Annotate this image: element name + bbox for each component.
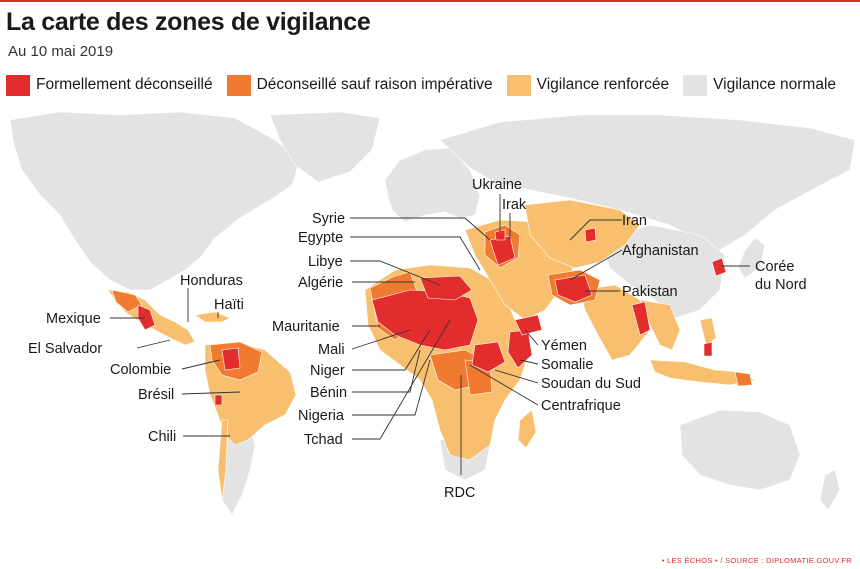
leader-centrafrique <box>469 364 539 406</box>
leader-bresil <box>181 391 241 395</box>
legend-swatch-light-orange <box>506 74 531 96</box>
label-syrie: Syrie <box>312 211 345 227</box>
leader-yemen <box>524 329 539 346</box>
zone-myanmar <box>631 301 651 336</box>
zone-mexico-red <box>137 304 156 331</box>
legend-label: Vigilance renforcée <box>536 76 670 93</box>
legend-item-deconseille: Déconseillé sauf raison impérative <box>226 74 493 96</box>
landmass-greenland <box>269 111 381 183</box>
label-haiti: Haïti <box>214 297 244 313</box>
label-afghanistan: Afghanistan <box>622 243 699 259</box>
label-bresil: Brésil <box>138 387 174 403</box>
zone-philippines-south <box>703 341 713 357</box>
label-yemen: Yémen <box>541 338 587 354</box>
zone-peru <box>214 394 223 406</box>
zone-south-asia <box>579 284 651 361</box>
legend: Formellement déconseillé Déconseillé sau… <box>6 74 850 96</box>
map-subtitle: Au 10 mai 2019 <box>8 43 114 60</box>
label-colombie: Colombie <box>110 362 171 378</box>
landmass-north-america <box>9 111 301 291</box>
zone-yemen <box>514 314 543 336</box>
zone-caribbean <box>194 311 231 323</box>
leader-mali <box>351 329 411 350</box>
label-nigeria: Nigeria <box>298 408 345 424</box>
legend-swatch-grey <box>683 74 708 96</box>
leader-nigeria <box>352 359 431 416</box>
label-pakistan: Pakistan <box>622 284 678 300</box>
landmass-new-zealand <box>819 469 841 511</box>
legend-item-formellement-deconseille: Formellement déconseillé <box>6 74 213 96</box>
legend-swatch-red <box>6 74 30 96</box>
leader-el-salvador <box>136 339 171 349</box>
zone-ukraine-east <box>494 229 506 241</box>
landmass-north-asia <box>439 114 856 251</box>
label-mali: Mali <box>318 342 345 358</box>
label-tchad: Tchad <box>304 432 343 448</box>
grey-landmasses <box>9 111 856 516</box>
leader-afghanistan <box>569 249 623 281</box>
label-mexique: Mexique <box>46 311 101 327</box>
label-libye: Libye <box>308 254 343 270</box>
zone-afghanistan <box>554 274 593 303</box>
landmass-japan <box>737 237 766 279</box>
zone-iran-border <box>584 227 597 243</box>
leader-iran <box>569 219 622 241</box>
label-honduras: Honduras <box>180 273 243 289</box>
leader-somalie <box>519 359 539 365</box>
legend-item-vigilance-normale: Vigilance normale <box>683 74 837 96</box>
leader-benin <box>352 349 421 393</box>
label-chili: Chili <box>148 429 176 445</box>
legend-label: Déconseillé sauf raison impérative <box>256 76 493 93</box>
label-coree-line1: Corée <box>755 259 795 275</box>
zone-chile <box>217 419 229 501</box>
label-algerie: Algérie <box>298 275 343 291</box>
zone-southeast-asia <box>639 299 681 351</box>
landmass-europe <box>384 147 481 223</box>
legend-label: Formellement déconseillé <box>36 76 213 93</box>
label-benin: Bénin <box>310 385 347 401</box>
zone-north-korea <box>711 257 727 277</box>
label-mauritanie: Mauritanie <box>272 319 340 335</box>
leader-tchad <box>352 319 451 440</box>
zone-venezuela <box>221 347 241 371</box>
zone-central-asia <box>524 199 641 269</box>
leader-libye <box>350 260 441 286</box>
label-niger: Niger <box>310 363 345 379</box>
label-somalie: Somalie <box>541 357 593 373</box>
top-rule <box>0 0 860 2</box>
leader-egypte <box>350 236 481 271</box>
label-iran: Iran <box>622 213 647 229</box>
label-coree-line2: du Nord <box>755 277 807 293</box>
zone-mexico-north <box>111 289 143 313</box>
leader-niger <box>352 329 431 371</box>
label-ukraine: Ukraine <box>472 177 522 193</box>
zone-philippines <box>699 317 717 346</box>
leader-syrie <box>350 217 491 241</box>
source-credit: • LES ÉCHOS • / SOURCE : DIPLOMATIE.GOUV… <box>661 556 852 565</box>
label-egypte: Egypte <box>298 230 343 246</box>
legend-label: Vigilance normale <box>713 76 837 93</box>
label-el-salvador: El Salvador <box>28 341 102 357</box>
landmass-east-asia <box>599 224 726 319</box>
world-map: Honduras Haïti Mexique El Salvador Colom… <box>9 111 856 516</box>
leader-lines <box>110 194 750 475</box>
zone-madagascar <box>517 409 537 449</box>
landmass-australia <box>679 409 801 491</box>
leader-colombie <box>181 359 221 370</box>
zone-indonesia-east <box>734 371 753 387</box>
label-irak: Irak <box>502 197 527 213</box>
label-centrafrique: Centrafrique <box>541 398 621 414</box>
legend-item-vigilance-renforcee: Vigilance renforcée <box>506 74 670 96</box>
legend-swatch-orange <box>226 74 251 96</box>
country-labels: Honduras Haïti Mexique El Salvador Colom… <box>28 177 807 501</box>
label-soudan-du-sud: Soudan du Sud <box>541 376 641 392</box>
map-title: La carte des zones de vigilance <box>6 8 371 36</box>
zone-sudan-south <box>471 341 506 373</box>
leader-soudan-du-sud <box>494 369 539 384</box>
label-rdc: RDC <box>444 485 475 501</box>
